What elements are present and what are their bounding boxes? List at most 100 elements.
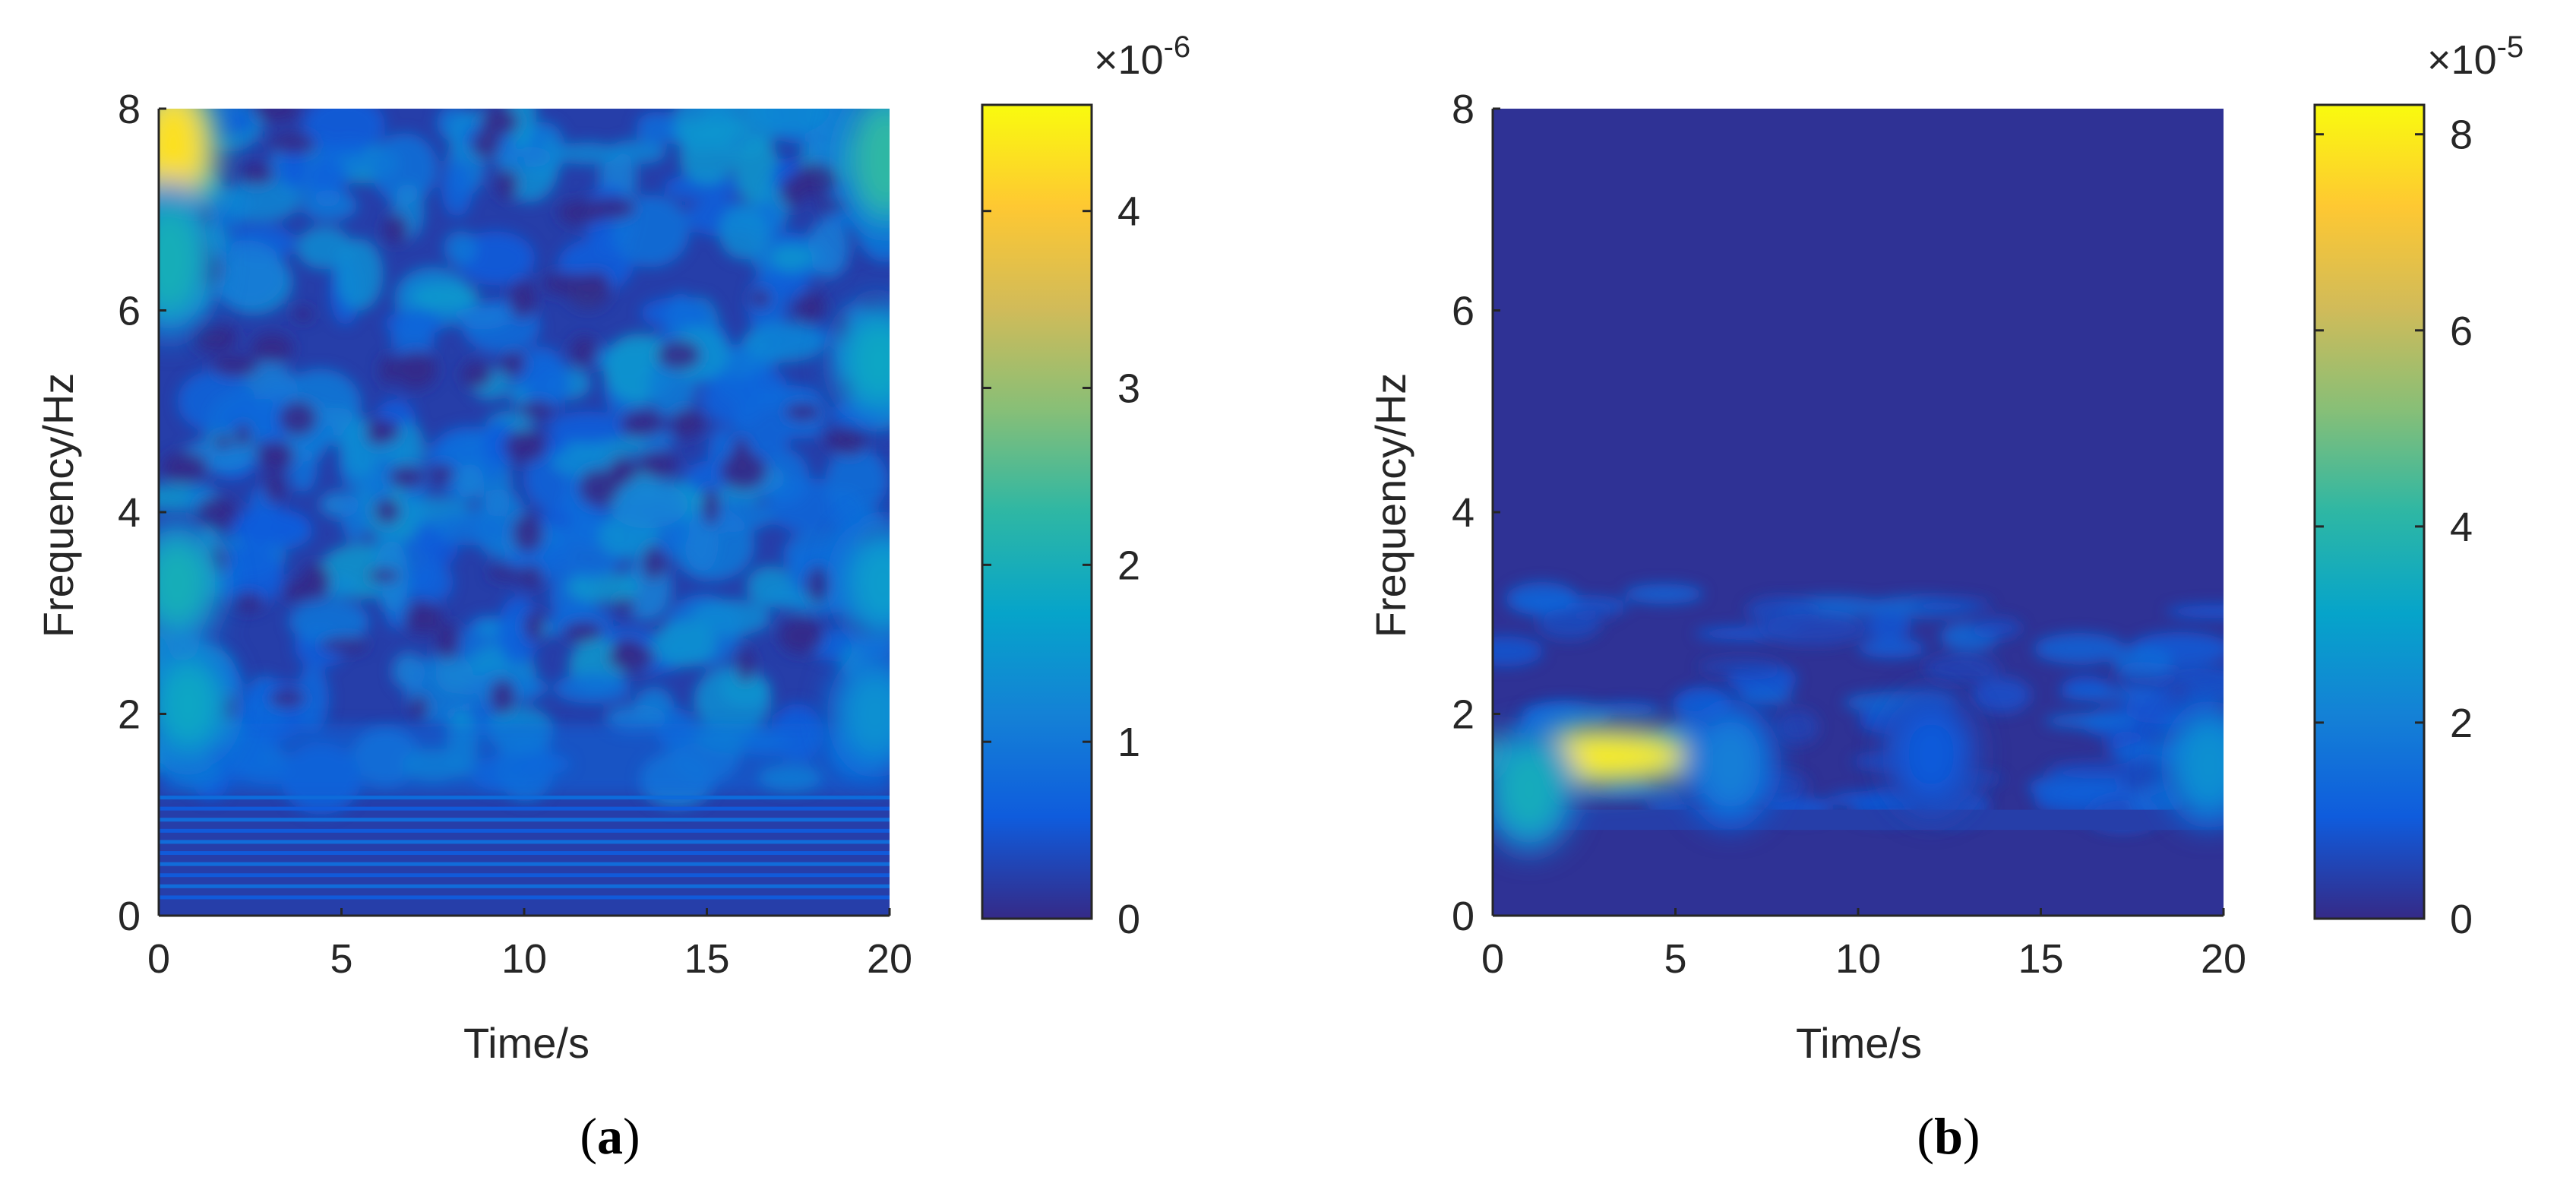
texture-patch [779, 618, 823, 654]
texture-patch [547, 411, 630, 445]
texture-patch [270, 133, 317, 155]
y-tick-label: 6 [118, 289, 141, 334]
texture-patch [556, 142, 618, 165]
texture-patch [614, 598, 636, 612]
heatmap-a-plot [159, 109, 890, 916]
texture-patch [1923, 653, 2000, 683]
texture-patch [288, 599, 370, 644]
texture-patch [1506, 581, 1579, 615]
colorbar-tick-label: 2 [2450, 701, 2473, 746]
heatmap-hotspot [848, 536, 890, 628]
texture-patch [746, 109, 830, 134]
y-tick-label: 0 [118, 894, 141, 939]
texture-patch [301, 190, 358, 221]
texture-patch [371, 133, 438, 204]
texture-patch [742, 321, 827, 362]
heatmap-b-plot [1493, 109, 2224, 916]
colorbar-tick-label: 0 [1117, 897, 1140, 942]
x-tick-label: 0 [1481, 936, 1504, 982]
texture-patch [1910, 597, 1992, 614]
texture-patch [1537, 608, 1601, 640]
texture-patch [480, 109, 519, 137]
heatmap-hotspot [1696, 718, 1765, 810]
texture-patch [751, 289, 771, 309]
colorbar-gradient [982, 105, 1092, 919]
texture-patch [471, 129, 501, 159]
texture-patch [520, 565, 543, 587]
texture-patch [2028, 772, 2138, 803]
texture-patch [823, 430, 860, 450]
texture-patch [780, 176, 806, 207]
texture-patch [1493, 636, 1544, 667]
texture-patch [504, 429, 547, 463]
texture-patch [620, 409, 663, 438]
texture-patch [640, 451, 677, 478]
y-tick-label: 2 [118, 692, 141, 738]
texture-patch [509, 280, 536, 319]
texture-band [159, 818, 890, 822]
texture-patch [251, 333, 293, 363]
texture-patch [412, 562, 454, 603]
texture-patch [390, 321, 435, 357]
texture-patch [1758, 613, 1868, 645]
texture-patch [524, 359, 571, 409]
colorbar-gradient [2315, 105, 2424, 919]
x-tick-label: 20 [867, 936, 912, 982]
texture-patch [606, 139, 667, 165]
texture-band [159, 828, 890, 833]
texture-patch [240, 163, 273, 185]
heatmap-hotspot [159, 658, 223, 750]
x-tick-label: 15 [2018, 936, 2063, 982]
texture-patch [211, 544, 284, 607]
y-tick-label: 2 [1452, 692, 1474, 738]
texture-patch [608, 462, 640, 481]
x-tick-label: 5 [1664, 936, 1686, 982]
texture-patch [296, 664, 330, 734]
texture-patch [335, 238, 384, 311]
texture-patch [444, 230, 478, 266]
texture-patch [430, 463, 454, 484]
panel-label-a: (a) [580, 1107, 640, 1165]
x-tick-label: 10 [1835, 936, 1881, 982]
texture-patch [519, 400, 555, 419]
colorbar-tick-label: 3 [1117, 366, 1140, 412]
x-tick-label: 20 [2201, 936, 2246, 982]
texture-patch [461, 361, 492, 388]
texture-patch [411, 283, 480, 311]
texture-patch [785, 403, 821, 422]
colorbar-tick-label: 4 [1117, 189, 1140, 235]
colorbar-exponent-b: ×10-5 [2427, 30, 2524, 83]
texture-patch [269, 688, 305, 708]
texture-patch [2059, 688, 2161, 701]
colorbar-tick-label: 1 [1117, 720, 1140, 765]
colorbar-tick-label: 0 [2450, 897, 2473, 942]
texture-patch [825, 447, 889, 514]
texture-patch [578, 469, 619, 507]
axes-b: 0 5 10 15 20 0 2 4 6 8 [1452, 87, 2246, 982]
heatmap-hotspot [2174, 718, 2224, 810]
texture-patch [432, 513, 510, 546]
texture-patch [512, 514, 544, 553]
texture-patch [1572, 785, 1688, 799]
texture-patch [807, 217, 850, 279]
texture-patch [1775, 709, 1819, 745]
colorbar-tick-label: 8 [2450, 112, 2473, 158]
y-tick-label: 0 [1452, 894, 1474, 939]
texture-patch [221, 179, 302, 222]
texture-patch [501, 351, 526, 377]
texture-patch [566, 571, 640, 603]
colorbar-border [2313, 103, 2426, 920]
x-tick-label: 0 [147, 936, 170, 982]
texture-patch [435, 656, 473, 694]
texture-patch [207, 239, 286, 309]
x-axis-label-a: Time/s [463, 1019, 589, 1067]
texture-patch [451, 304, 512, 330]
texture-patch [679, 129, 736, 185]
texture-patch [2047, 761, 2151, 779]
y-axis-label-b: Frequency/Hz [1367, 373, 1414, 638]
texture-patch [553, 672, 631, 704]
texture-patch [489, 679, 516, 714]
texture-band [159, 723, 890, 795]
